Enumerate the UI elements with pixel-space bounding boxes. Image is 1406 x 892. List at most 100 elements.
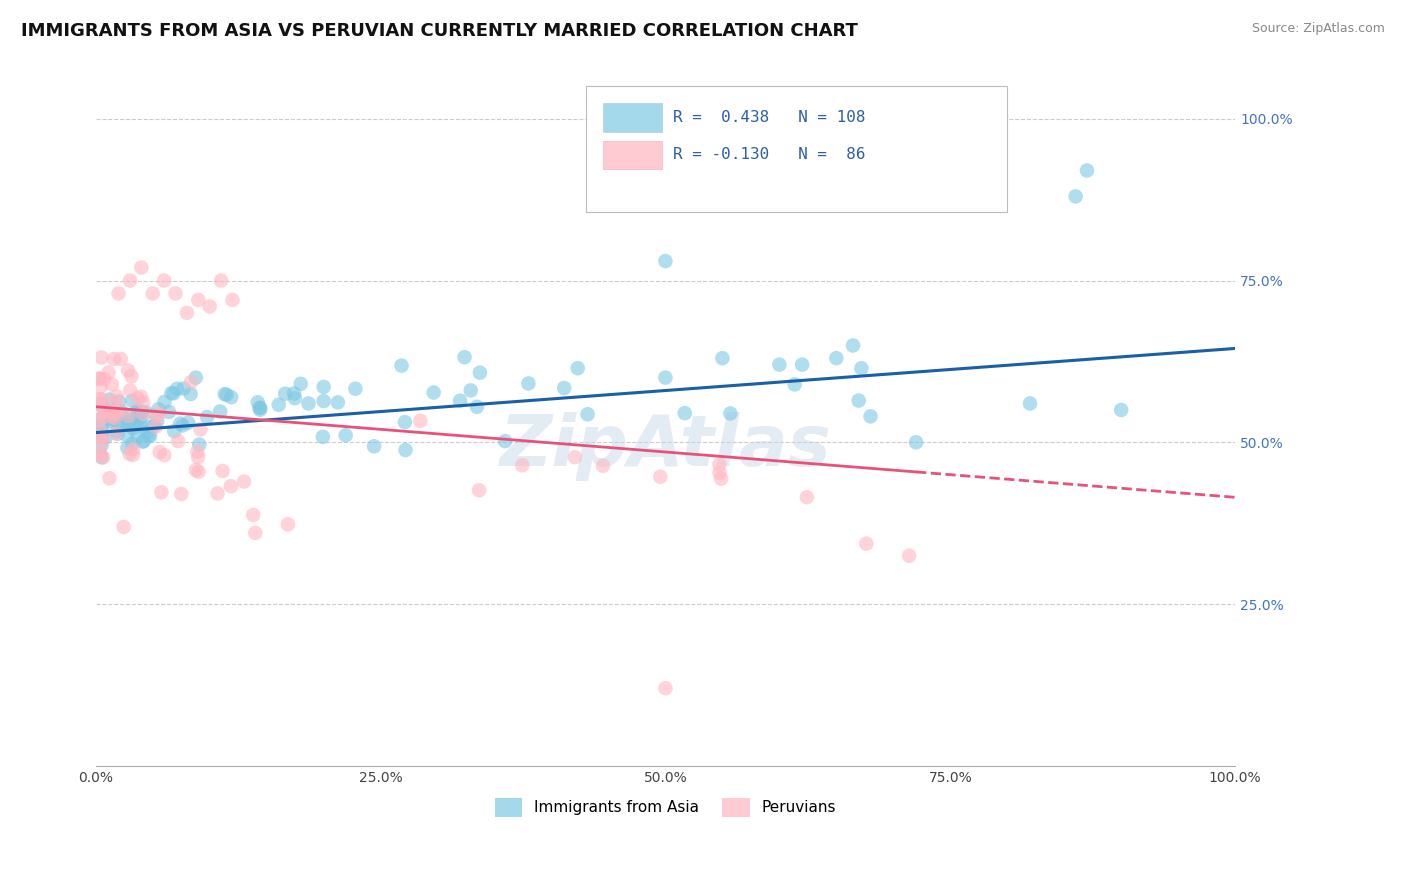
Point xyxy=(391,359,413,373)
Point xyxy=(207,486,229,500)
Point xyxy=(249,402,271,417)
Point xyxy=(121,436,143,450)
Point xyxy=(110,351,132,366)
Point xyxy=(112,520,135,534)
Point xyxy=(792,358,814,372)
Point xyxy=(131,404,153,418)
Point xyxy=(103,411,125,425)
Point xyxy=(167,434,190,448)
Point xyxy=(510,458,533,473)
Point xyxy=(135,419,157,434)
Point xyxy=(128,405,150,419)
Point xyxy=(176,306,198,320)
Point xyxy=(283,386,305,401)
Text: R =  0.438   N = 108: R = 0.438 N = 108 xyxy=(673,110,866,125)
Point xyxy=(180,375,202,389)
Point xyxy=(326,395,349,409)
Point xyxy=(120,384,142,398)
Point xyxy=(394,442,416,457)
Point xyxy=(124,417,146,432)
Point xyxy=(89,392,111,407)
Point xyxy=(173,382,195,396)
Point xyxy=(120,369,142,384)
Point xyxy=(394,415,416,429)
Point xyxy=(98,392,121,407)
Point xyxy=(153,448,176,462)
Point xyxy=(468,483,491,498)
Point xyxy=(118,273,141,287)
Point xyxy=(97,366,120,380)
Point xyxy=(107,426,129,441)
Point xyxy=(101,377,124,392)
Point xyxy=(517,376,540,391)
Point xyxy=(859,409,882,424)
Point xyxy=(184,370,207,384)
Point xyxy=(117,441,139,455)
Point xyxy=(344,382,367,396)
Point xyxy=(100,405,122,419)
Point xyxy=(101,415,124,429)
Point xyxy=(108,403,131,417)
Point xyxy=(242,508,264,522)
Point xyxy=(129,417,152,431)
Point xyxy=(90,418,112,433)
Point xyxy=(576,407,599,421)
Point xyxy=(90,411,112,425)
Point xyxy=(170,487,193,501)
Point xyxy=(219,479,242,493)
Point xyxy=(103,407,125,421)
Point xyxy=(180,387,202,401)
Point xyxy=(246,395,269,409)
Point xyxy=(127,392,149,406)
Point xyxy=(115,428,138,442)
Point xyxy=(166,382,188,396)
Point xyxy=(673,406,696,420)
Point xyxy=(132,434,155,449)
Point xyxy=(90,351,112,365)
Point xyxy=(149,445,172,459)
Point xyxy=(117,363,139,377)
Point xyxy=(187,465,209,479)
Point xyxy=(135,425,157,439)
Point xyxy=(165,286,187,301)
Point xyxy=(160,386,183,401)
Point xyxy=(117,416,139,430)
Point xyxy=(142,286,165,301)
Point xyxy=(290,376,312,391)
FancyBboxPatch shape xyxy=(603,141,662,169)
Point xyxy=(245,525,267,540)
Point xyxy=(825,351,848,366)
Point xyxy=(104,426,127,441)
Point xyxy=(163,424,186,438)
Point xyxy=(132,395,155,409)
Point xyxy=(221,293,243,307)
Point xyxy=(468,366,491,380)
Point xyxy=(89,397,111,411)
Point xyxy=(89,413,111,427)
Point xyxy=(90,398,112,412)
Point xyxy=(148,402,170,417)
Point xyxy=(103,406,125,420)
Point xyxy=(142,419,165,434)
Point xyxy=(711,351,734,366)
Point xyxy=(219,390,242,404)
Point xyxy=(117,417,139,432)
Point xyxy=(184,463,207,477)
Point xyxy=(132,407,155,421)
Point xyxy=(718,407,741,421)
Legend: Immigrants from Asia, Peruvians: Immigrants from Asia, Peruvians xyxy=(488,792,842,822)
Point xyxy=(855,536,877,550)
Point xyxy=(90,427,112,442)
Point xyxy=(297,396,319,410)
Point xyxy=(654,681,676,696)
Point xyxy=(567,361,589,376)
Point xyxy=(89,448,111,462)
Point xyxy=(122,442,145,457)
Point xyxy=(93,410,115,425)
Point xyxy=(848,393,870,408)
Point xyxy=(93,404,115,418)
Point xyxy=(172,418,194,433)
FancyBboxPatch shape xyxy=(586,87,1007,212)
Text: R = -0.130   N =  86: R = -0.130 N = 86 xyxy=(673,147,866,162)
Point xyxy=(91,450,114,465)
